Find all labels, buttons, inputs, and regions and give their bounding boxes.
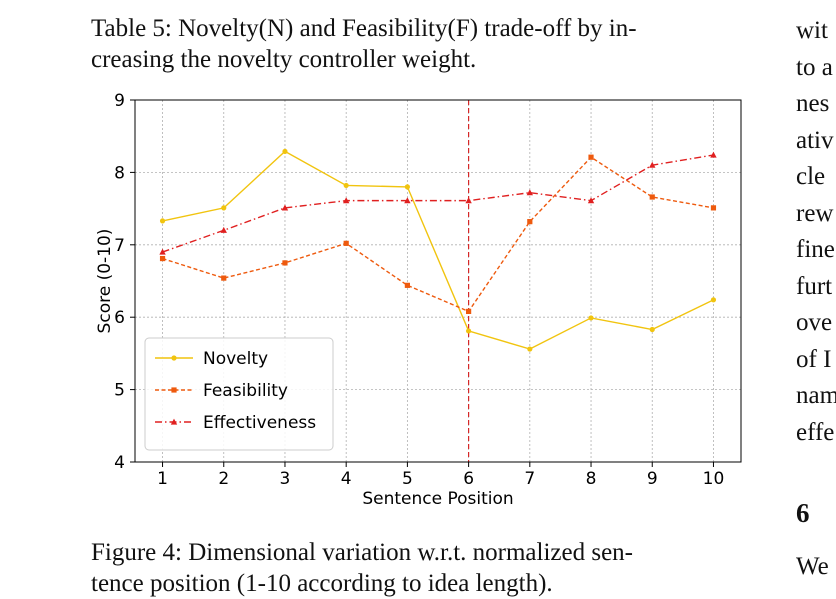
feasibility-point: [282, 260, 288, 266]
x-tick-label: 7: [524, 469, 535, 489]
novelty-series-line: [162, 150, 714, 350]
feasibility-point: [159, 255, 166, 262]
effectiveness-point: [220, 226, 227, 233]
effectiveness-point: [281, 204, 289, 211]
figure-caption: Figure 4: Dimensional variation w.r.t. n…: [91, 537, 751, 599]
right-column-line: nes: [796, 90, 830, 117]
effectiveness-point: [404, 197, 411, 204]
legend-box: [144, 337, 334, 451]
x-tick-label: 8: [586, 469, 597, 489]
effectiveness-point: [170, 418, 178, 425]
novelty-point: [343, 182, 349, 189]
right-column-line: ativ: [796, 126, 834, 154]
feasibility-point: [466, 308, 472, 315]
novelty-point: [588, 315, 594, 321]
feasibility-point: [171, 387, 177, 393]
y-tick-label: 7: [114, 236, 125, 256]
right-column-text: wit to a nes ativ cle rew fine furt ove …: [796, 13, 836, 451]
right-column-line: nam: [796, 382, 836, 409]
legend-label: Novelty: [203, 349, 268, 369]
figure-caption-line-1: Figure 4: Dimensional variation w.r.t. n…: [91, 539, 634, 566]
y-tick-label: 6: [114, 308, 125, 328]
effectiveness-point: [159, 248, 166, 255]
plot-frame: [134, 99, 742, 463]
novelty-point: [710, 297, 717, 303]
feasibility-point: [588, 154, 594, 160]
table-caption-line-1: Table 5: Novelty(N) and Feasibility(F) t…: [91, 15, 637, 42]
effectiveness-point: [526, 189, 534, 196]
novelty-point: [282, 148, 288, 155]
y-tick-label: 8: [114, 163, 125, 183]
feasibility-point: [343, 240, 349, 246]
x-tick-label: 1: [157, 469, 168, 489]
right-column-line: ove: [796, 309, 833, 336]
x-tick-label: 5: [402, 469, 413, 489]
line-chart: 1 2 3 4 5 6 7 8 9 10 4 5 6 7 8 9 Sentence Position Score …: [90, 88, 760, 518]
effectiveness-series-line: [162, 154, 714, 253]
novelty-point: [527, 346, 533, 352]
effectiveness-point: [465, 197, 472, 204]
feasibility-point: [710, 205, 717, 211]
chart-svg: 1 2 3 4 5 6 7 8 9 10 4 5 6 7 8 9 Sentence Position Score …: [95, 91, 742, 509]
x-tick-label: 6: [463, 469, 474, 489]
right-column-line: fine: [796, 236, 835, 263]
x-tick-label: 10: [703, 469, 725, 489]
right-column-line: of I: [796, 345, 832, 373]
right-column-line: effe: [796, 418, 835, 446]
novelty-point: [221, 205, 227, 211]
effectiveness-point: [587, 197, 595, 204]
novelty-point: [171, 355, 177, 361]
y-tick-label: 4: [114, 453, 125, 473]
section-number: 6: [796, 498, 810, 528]
effectiveness-point: [342, 197, 350, 204]
x-tick-label: 3: [280, 469, 291, 489]
x-tick-label: 4: [341, 469, 352, 489]
x-tick-label: 9: [647, 469, 658, 489]
effectiveness-point: [710, 151, 717, 158]
feasibility-point: [649, 194, 655, 200]
right-column-line: wit: [796, 17, 828, 44]
y-axis-label: Score (0-10): [95, 229, 115, 334]
feasibility-series-line: [162, 156, 714, 313]
legend-label: Effectiveness: [203, 413, 316, 433]
novelty-point: [159, 218, 166, 224]
feasibility-point: [404, 282, 410, 288]
x-tick-label: 2: [218, 469, 229, 489]
right-column-line: rew: [796, 199, 834, 227]
novelty-point: [649, 326, 655, 333]
right-column-line: cle: [796, 163, 826, 190]
novelty-point: [466, 328, 472, 334]
feasibility-point: [527, 219, 533, 225]
y-tick-label: 9: [114, 91, 125, 111]
right-column-last-line: We: [796, 553, 829, 580]
table-caption: Table 5: Novelty(N) and Feasibility(F) t…: [91, 13, 751, 75]
figure-caption-line-2: tence position (1-10 according to idea l…: [91, 570, 553, 597]
feasibility-point: [221, 275, 227, 281]
x-axis-label: Sentence Position: [362, 489, 513, 509]
right-column-line: to a: [796, 53, 833, 81]
effectiveness-point: [649, 161, 656, 168]
y-tick-label: 5: [114, 381, 125, 401]
legend-label: Feasibility: [203, 381, 288, 401]
novelty-point: [404, 184, 410, 190]
table-caption-line-2: creasing the novelty controller weight.: [91, 46, 477, 73]
right-column-line: furt: [796, 272, 833, 300]
